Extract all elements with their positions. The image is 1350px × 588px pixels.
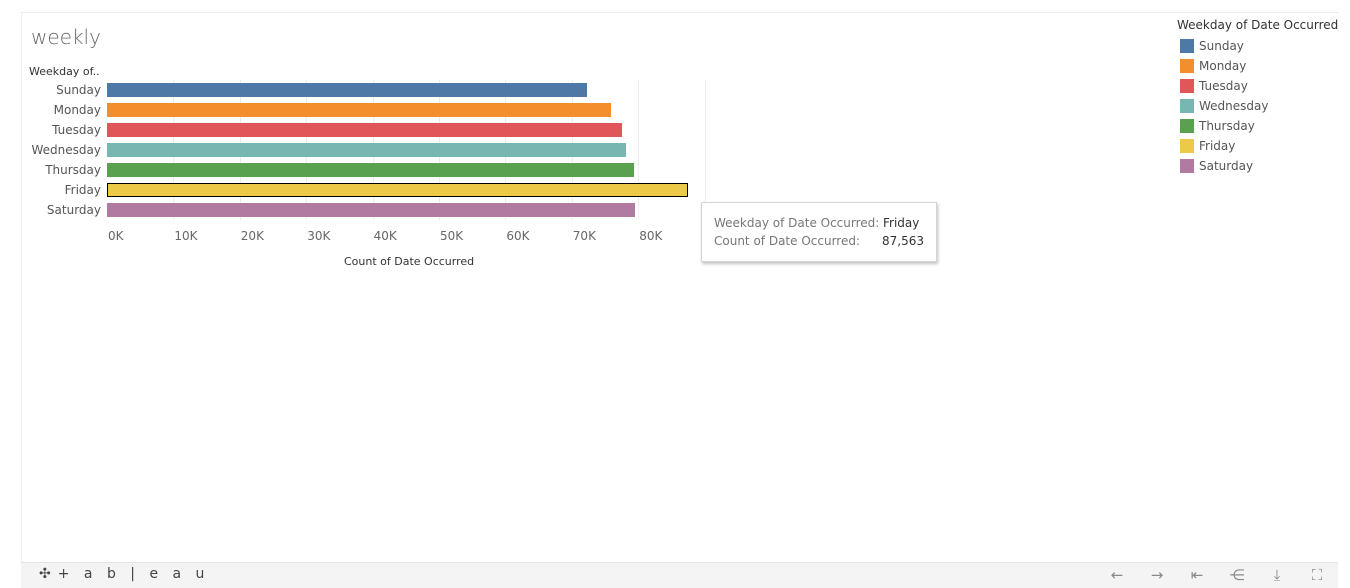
x-tick-label: 60K bbox=[506, 229, 530, 243]
bar-friday[interactable] bbox=[107, 183, 689, 197]
x-tick-label: 80K bbox=[639, 229, 663, 243]
tooltip: Weekday of Date Occurred: Friday Count o… bbox=[701, 202, 937, 262]
legend-swatch bbox=[1180, 159, 1194, 173]
tooltip-key-weekday: Weekday of Date Occurred: bbox=[714, 216, 880, 230]
bottom-toolbar: ✣ + a b | e a u ← → ⇤ ⋲ ⤓ ⛶ bbox=[21, 562, 1338, 588]
x-tick-label: 50K bbox=[440, 229, 464, 243]
category-label-thursday: Thursday bbox=[45, 163, 101, 177]
legend-swatch bbox=[1180, 59, 1194, 73]
legend-label: Sunday bbox=[1199, 39, 1244, 53]
row-header: Weekday of.. bbox=[29, 65, 100, 78]
category-label-tuesday: Tuesday bbox=[52, 123, 101, 137]
legend-swatch bbox=[1180, 99, 1194, 113]
category-label-friday: Friday bbox=[64, 183, 101, 197]
bar-tuesday[interactable] bbox=[107, 123, 623, 137]
legend-swatch bbox=[1180, 139, 1194, 153]
x-tick-label: 30K bbox=[307, 229, 331, 243]
tooltip-key-count: Count of Date Occurred: bbox=[714, 234, 861, 248]
tableau-logo[interactable]: ✣ + a b | e a u bbox=[39, 566, 209, 582]
bar-wednesday[interactable] bbox=[107, 143, 626, 157]
bar-sunday[interactable] bbox=[107, 83, 588, 97]
tableau-logo-icon: ✣ bbox=[39, 566, 56, 582]
bar-thursday[interactable] bbox=[107, 163, 635, 177]
legend-label: Tuesday bbox=[1199, 79, 1248, 93]
gridline bbox=[638, 80, 640, 220]
x-tick-label: 40K bbox=[373, 229, 397, 243]
x-tick-label: 70K bbox=[572, 229, 596, 243]
legend-label: Saturday bbox=[1199, 159, 1254, 173]
legend-label: Thursday bbox=[1199, 119, 1255, 133]
tooltip-row-weekday: Weekday of Date Occurred: Friday bbox=[714, 216, 919, 230]
gridline bbox=[704, 80, 706, 220]
fullscreen-icon[interactable]: ⛶ bbox=[1311, 566, 1323, 584]
x-tick-label: 10K bbox=[174, 229, 198, 243]
tooltip-row-count: Count of Date Occurred: 87,563 bbox=[714, 234, 924, 248]
legend-label: Monday bbox=[1199, 59, 1247, 73]
undo-icon[interactable]: ← bbox=[1110, 566, 1124, 584]
tooltip-value-weekday: Friday bbox=[883, 216, 920, 230]
x-axis-label: Count of Date Occurred bbox=[344, 255, 475, 268]
legend-swatch bbox=[1180, 39, 1194, 53]
category-label-saturday: Saturday bbox=[46, 203, 101, 217]
category-label-sunday: Sunday bbox=[56, 83, 101, 97]
x-tick-label: 20K bbox=[240, 229, 264, 243]
legend-swatch bbox=[1180, 79, 1194, 93]
download-icon[interactable]: ⤓ bbox=[1273, 566, 1281, 584]
bar-monday[interactable] bbox=[107, 103, 611, 117]
legend-label: Wednesday bbox=[1199, 99, 1269, 113]
revert-icon[interactable]: ⇤ bbox=[1190, 566, 1204, 584]
category-label-wednesday: Wednesday bbox=[31, 143, 101, 157]
share-icon[interactable]: ⋲ bbox=[1229, 566, 1245, 584]
redo-icon[interactable]: → bbox=[1150, 566, 1164, 584]
category-label-monday: Monday bbox=[53, 103, 101, 117]
tooltip-value-count: 87,563 bbox=[882, 234, 924, 248]
legend-label: Friday bbox=[1199, 139, 1236, 153]
tableau-logo-text: + a b | e a u bbox=[57, 566, 210, 582]
sheet-title: weekly bbox=[31, 25, 101, 49]
legend-swatch bbox=[1180, 119, 1194, 133]
legend-title: Weekday of Date Occurred bbox=[1177, 18, 1339, 32]
x-tick-label: 0K bbox=[108, 229, 124, 243]
bar-saturday[interactable] bbox=[107, 203, 635, 217]
